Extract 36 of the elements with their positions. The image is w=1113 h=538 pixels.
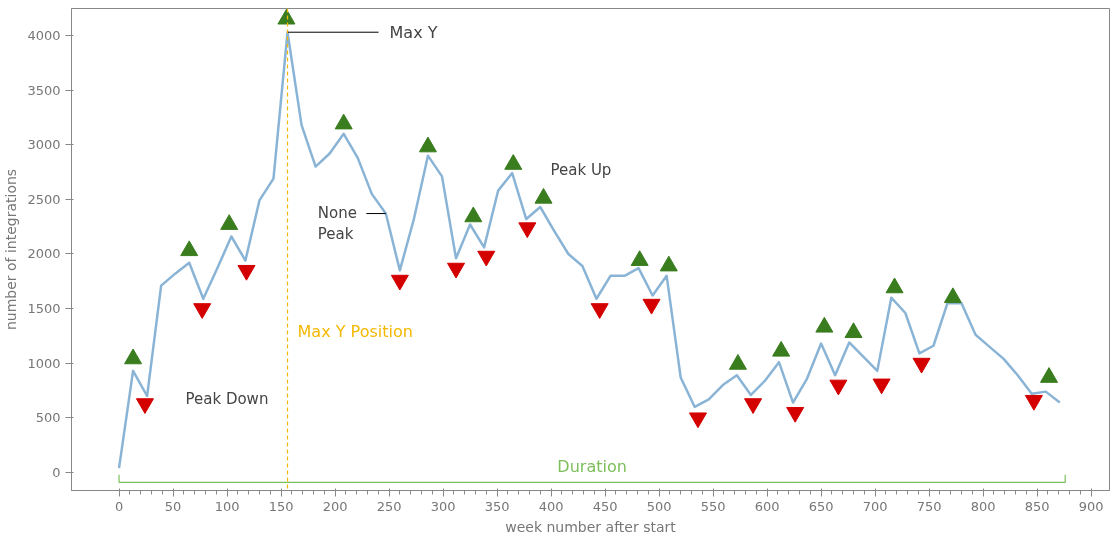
y-tick-label: 2500 <box>27 191 61 207</box>
x-axis-title: week number after start <box>505 518 677 535</box>
x-tick-label: 350 <box>484 498 510 514</box>
x-tick-label: 0 <box>114 498 124 514</box>
y-tick-label: 2000 <box>27 246 61 262</box>
x-tick-label: 200 <box>322 498 348 514</box>
y-tick-label: 3500 <box>27 82 61 98</box>
x-tick-label: 900 <box>1078 498 1104 514</box>
x-tick-label: 50 <box>164 498 182 514</box>
y-tick-label: 0 <box>52 464 61 480</box>
y-axis-title: number of integrations <box>3 168 20 331</box>
annotation: Peak Down <box>185 389 269 408</box>
y-tick-label: 4000 <box>27 27 61 43</box>
series-label: Duration <box>557 457 627 477</box>
y-tick-label: 500 <box>35 410 61 426</box>
x-tick-label: 500 <box>646 498 672 514</box>
annotation: Peak Up <box>550 160 612 179</box>
x-tick-label: 650 <box>808 498 834 514</box>
x-tick-label: 800 <box>970 498 996 514</box>
y-tick-label: 1500 <box>27 301 61 317</box>
y-tick-label: 1000 <box>27 355 61 371</box>
x-tick-label: 450 <box>592 498 618 514</box>
x-tick-label: 600 <box>754 498 780 514</box>
x-tick-label: 100 <box>214 498 240 514</box>
x-tick-label: 250 <box>376 498 402 514</box>
annotation: Max Y <box>389 22 438 42</box>
x-tick-label: 850 <box>1024 498 1050 514</box>
x-tick-label: 300 <box>430 498 456 514</box>
x-tick-label: 550 <box>700 498 726 514</box>
y-tick-label: 3000 <box>27 137 61 153</box>
x-tick-label: 750 <box>916 498 942 514</box>
ref-line-label: Max Y Position <box>297 322 413 342</box>
x-tick-label: 400 <box>538 498 564 514</box>
x-tick-label: 150 <box>268 498 294 514</box>
annotation: None Peak <box>317 203 357 244</box>
x-tick-label: 700 <box>862 498 888 514</box>
